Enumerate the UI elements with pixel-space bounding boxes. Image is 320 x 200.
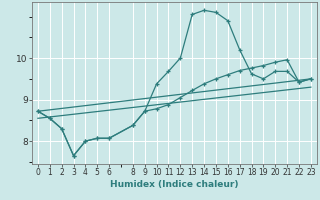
X-axis label: Humidex (Indice chaleur): Humidex (Indice chaleur) [110,180,239,189]
